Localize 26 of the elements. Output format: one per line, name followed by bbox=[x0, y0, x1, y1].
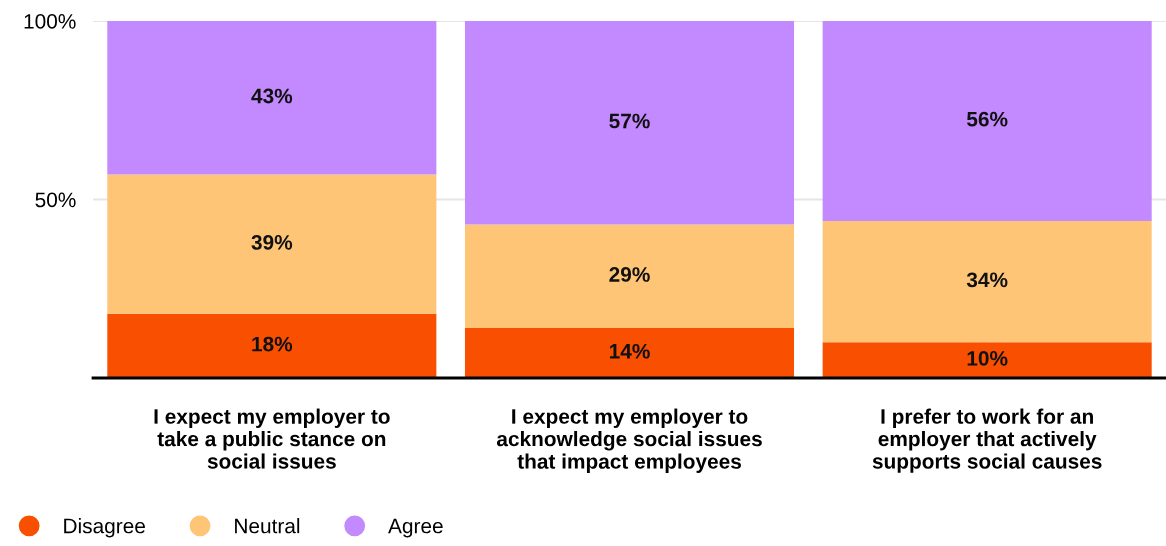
bar bbox=[822, 21, 1152, 221]
data-label: 14% bbox=[609, 343, 650, 359]
bar bbox=[107, 21, 437, 175]
y-tick-label: 100% bbox=[24, 14, 76, 29]
x-tick-label: I prefer to work for an employer that actively supports social causes bbox=[872, 408, 1102, 473]
data-label: 10% bbox=[967, 350, 1008, 366]
x-tick-label: I expect my employer to acknowledge social issues that impact employees bbox=[496, 408, 762, 473]
bar bbox=[107, 174, 437, 314]
bar bbox=[822, 342, 1152, 378]
x-tick-label: I expect my employer to take a public stance on social issues bbox=[154, 408, 390, 469]
data-label: 39% bbox=[251, 234, 293, 250]
legend-label: Agree bbox=[388, 518, 443, 538]
legend-label: Neutral bbox=[235, 518, 300, 534]
data-label: 29% bbox=[609, 267, 650, 282]
data-label: 18% bbox=[252, 336, 293, 352]
bar bbox=[464, 224, 795, 329]
y-tick-label: 50% bbox=[35, 192, 76, 208]
data-label: 57% bbox=[609, 113, 650, 129]
bar bbox=[822, 220, 1152, 343]
data-label: 43% bbox=[251, 88, 293, 104]
legend-label: Disagree bbox=[64, 518, 145, 538]
bar bbox=[464, 21, 795, 225]
bar bbox=[107, 313, 437, 378]
data-label: 56% bbox=[966, 111, 1008, 127]
data-label: 34% bbox=[966, 272, 1008, 288]
bar bbox=[464, 328, 795, 378]
